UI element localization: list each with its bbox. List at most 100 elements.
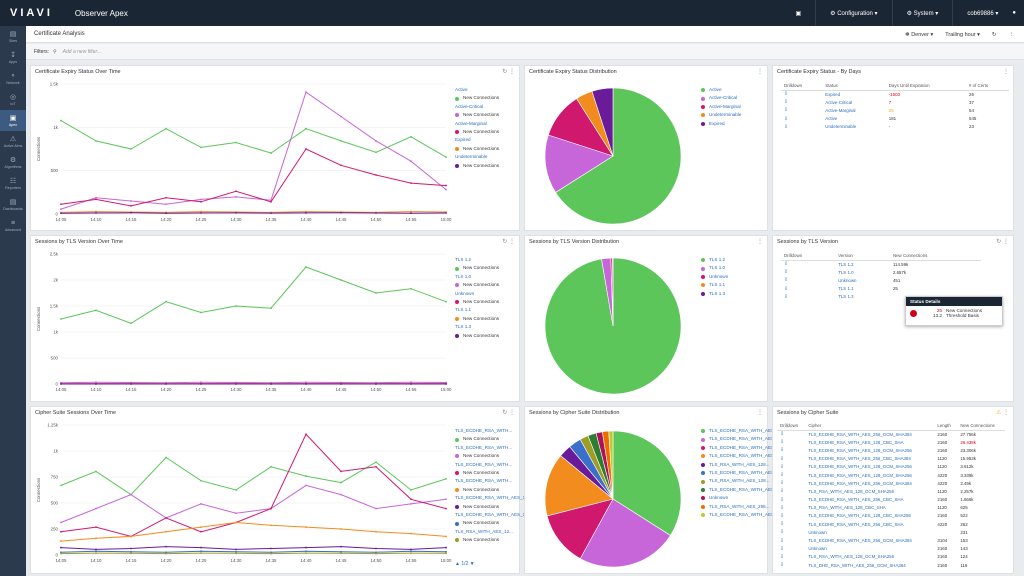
column-header[interactable]: Days Until Expiration: [885, 82, 966, 91]
legend-group[interactable]: TLS 1.2: [455, 257, 472, 262]
nav-reporters[interactable]: ☷ Reporters: [0, 173, 26, 194]
legend-item[interactable]: Active-Critical: [701, 94, 741, 102]
table-row[interactable]: ⇩ TLS_ECDHE_RSA_WITH_AES_256_GCM_SHA384 21…: [777, 430, 1005, 438]
nav-alarms[interactable]: ⚠ Active Alms: [0, 131, 26, 152]
refresh-icon[interactable]: ↻: [991, 31, 997, 38]
drilldown-icon[interactable]: ⇩: [780, 431, 785, 438]
table-row[interactable]: ⇩ TLS_DHE_RSA_WITH_AES_256_GCM_SHA384 2160…: [777, 561, 1005, 569]
legend-item[interactable]: TLS_ECDHE_RSA_WITH_AES...: [701, 511, 778, 519]
legend-item[interactable]: New Connections: [455, 469, 532, 477]
table-row[interactable]: ⇩ TLS_ECDHE_RSA_WITH_AES_256_CBC_SHA384 11…: [777, 455, 1005, 463]
drilldown-icon[interactable]: ⇩: [780, 463, 785, 470]
table-row[interactable]: ⇩ Active-Critical 7 37: [781, 98, 1009, 106]
panel-actions[interactable]: ↻ ⋮: [502, 410, 515, 416]
legend-item[interactable]: TLS_RSA_WITH_AES_128...: [701, 477, 778, 485]
drilldown-icon[interactable]: ⇩: [784, 115, 789, 122]
table-row[interactable]: ⇩ TLS_ECDHE_RSA_WITH_AES_128_GCM_SHA256 11…: [777, 463, 1005, 471]
drilldown-icon[interactable]: ⇩: [780, 480, 785, 487]
drilldown-icon[interactable]: ⇩: [784, 91, 789, 98]
legend-group[interactable]: TLS_ECDHE_RSA_WITH...: [455, 428, 513, 433]
table-row[interactable]: ⇩ Unknown 451: [781, 276, 981, 284]
legend-group[interactable]: Undeterminable: [455, 154, 488, 160]
legend-item[interactable]: New Connections: [455, 519, 532, 527]
legend-item[interactable]: New Connections: [455, 452, 532, 460]
legend-item[interactable]: New Connections: [455, 298, 499, 306]
drilldown-icon[interactable]: ⇩: [780, 439, 785, 446]
timerange-selector[interactable]: Trailing hour ▾: [945, 31, 980, 38]
drilldown-icon[interactable]: ⇩: [780, 447, 785, 454]
drilldown-icon[interactable]: ⇩: [784, 285, 789, 292]
legend-group[interactable]: Unknown: [455, 290, 475, 296]
nav-apps[interactable]: ↧ Apps: [0, 47, 26, 68]
drilldown-icon[interactable]: ⇩: [780, 455, 785, 462]
drilldown-icon[interactable]: ⇩: [780, 472, 785, 479]
panel-actions[interactable]: ↻ ⋮: [996, 239, 1009, 245]
legend-group[interactable]: TLS_ECDHE_RSA_WITH...: [455, 444, 513, 450]
column-header[interactable]: Length: [934, 422, 958, 431]
legend-item[interactable]: Unknown: [701, 273, 728, 281]
legend-item[interactable]: TLS_ECDHE_RSA_WITH_AES...: [701, 427, 778, 435]
table-row[interactable]: ⇩ TLS_ECDHE_RSA_WITH_AES_256_CBC_SHA 4220 2…: [777, 520, 1005, 528]
legend-item[interactable]: New Connections: [455, 315, 499, 323]
table-row[interactable]: ⇩ Unknown 231: [777, 528, 1005, 536]
legend-item[interactable]: New Connections: [455, 536, 532, 544]
drilldown-icon[interactable]: ⇩: [780, 553, 785, 560]
legend-pager[interactable]: ▲ 1/2 ▼: [455, 561, 475, 567]
legend-group[interactable]: TLS 1.3: [455, 324, 472, 330]
drilldown-icon[interactable]: ⇩: [784, 269, 789, 276]
column-header[interactable]: Status: [822, 82, 886, 91]
table-row[interactable]: ⇩ TLS 1.3: [781, 293, 981, 301]
nav-dashboards[interactable]: ▤ Dashboards: [0, 194, 26, 215]
drilldown-icon[interactable]: ⇩: [780, 529, 785, 536]
table-row[interactable]: ⇩ Unknown 2160 143: [777, 545, 1005, 553]
column-header[interactable]: Cipher: [805, 422, 935, 431]
column-header[interactable]: Drilldown: [777, 422, 806, 431]
drilldown-icon[interactable]: ⇩: [784, 261, 789, 268]
panel-actions[interactable]: ⋮: [757, 69, 763, 75]
legend-item[interactable]: New Connections: [455, 94, 499, 102]
legend-group[interactable]: Active: [455, 87, 468, 92]
legend-group[interactable]: TLS_ECDHE_RSA_WITH...: [455, 478, 513, 484]
configuration-menu[interactable]: ⚙ Configuration ▾: [830, 10, 878, 17]
legend-item[interactable]: TLS_ECDHE_RSA_WITH_AES...: [701, 444, 778, 452]
legend-group[interactable]: Active-Marginal: [455, 120, 487, 126]
table-row[interactable]: ⇩ TLS_ECDHE_RSA_WITH_AES_128_CBC_SHA 2160 2…: [777, 438, 1005, 446]
panel-actions[interactable]: ⋮: [1003, 69, 1009, 75]
drilldown-icon[interactable]: ⇩: [780, 537, 785, 544]
legend-item[interactable]: New Connections: [455, 486, 532, 494]
drilldown-icon[interactable]: ⇩: [780, 521, 785, 528]
table-row[interactable]: ⇩ Active 181 545: [781, 115, 1009, 123]
drilldown-icon[interactable]: ⇩: [780, 512, 785, 519]
column-header[interactable]: # of Certs: [966, 82, 1009, 91]
user-avatar-icon[interactable]: ●: [1012, 10, 1016, 16]
drilldown-icon[interactable]: ⇩: [784, 293, 789, 300]
table-row[interactable]: ⇩ TLS_RSA_WITH_AES_128_GCM_SHA256 1120 2.25…: [777, 487, 1005, 495]
legend-item[interactable]: TLS 1.0: [701, 264, 728, 272]
briefcase-icon[interactable]: ▣: [795, 10, 802, 17]
system-menu[interactable]: ⚙ System ▾: [906, 10, 939, 17]
table-row[interactable]: ⇩ Expired -1503 26: [781, 90, 1009, 98]
legend-group[interactable]: TLS_RSA_WITH_AES_12...: [455, 528, 513, 534]
legend-item[interactable]: New Connections: [455, 162, 499, 170]
column-header[interactable]: Version: [835, 252, 890, 261]
drilldown-icon[interactable]: ⇩: [780, 504, 785, 511]
nav-iot[interactable]: ◎ IoT: [0, 89, 26, 110]
legend-group[interactable]: TLS_ECDHE_RSA_WITH_AES_12...: [455, 512, 532, 518]
legend-item[interactable]: TLS_ECDHE_RSA_WITH_AES...: [701, 452, 778, 460]
table-row[interactable]: ⇩ Undeterminable - 23: [781, 123, 1009, 131]
legend-item[interactable]: TLS_ECDHE_RSA_WITH_AES...: [701, 435, 778, 443]
panel-actions[interactable]: ↻ ⋮: [502, 239, 515, 245]
legend-item[interactable]: New Connections: [455, 332, 499, 340]
legend-item[interactable]: TLS 1.3: [701, 290, 728, 298]
legend-item[interactable]: New Connections: [455, 264, 499, 272]
table-row[interactable]: ⇩ Active-Marginal 26 54: [781, 106, 1009, 114]
table-row[interactable]: ⇩ TLS_ECDHE_RSA_WITH_AES_256_CBC_SHA 2160 1…: [777, 496, 1005, 504]
legend-item[interactable]: TLS_ECDHE_RSA_WITH_AES...: [701, 486, 778, 494]
table-row[interactable]: ⇩ TLS 1.2 114.59k: [781, 260, 981, 268]
legend-item[interactable]: TLS_RSA_WITH_AES_256...: [701, 503, 778, 511]
legend-item[interactable]: New Connections: [455, 128, 499, 136]
drilldown-icon[interactable]: ⇩: [780, 545, 785, 552]
table-row[interactable]: ⇩ TLS 1.0 2.657k: [781, 268, 981, 276]
table-row[interactable]: ⇩ TLS 1.1 25: [781, 285, 981, 293]
legend-item[interactable]: TLS 1.2: [701, 256, 728, 264]
